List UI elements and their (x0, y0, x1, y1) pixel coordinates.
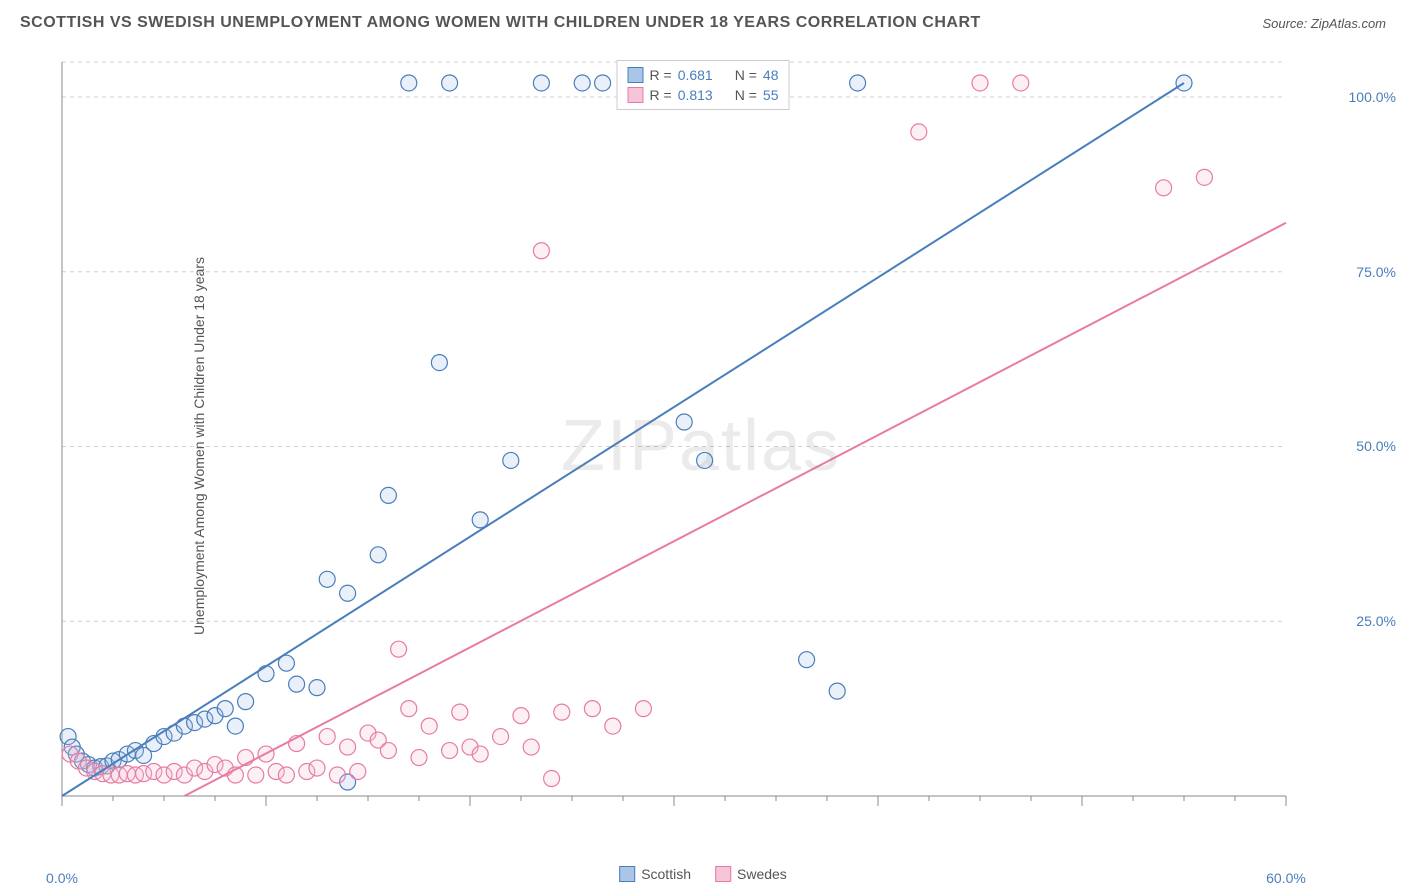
legend-n-value: 48 (763, 67, 779, 83)
chart-svg (56, 56, 1346, 836)
y-tick-label: 75.0% (1356, 264, 1396, 280)
x-tick-label: 60.0% (1266, 870, 1306, 886)
series-name: Swedes (737, 866, 787, 882)
series-name: Scottish (641, 866, 691, 882)
legend-row: R = 0.681 N = 48 (628, 65, 779, 85)
legend-row: R = 0.813 N = 55 (628, 85, 779, 105)
legend-swatch (628, 87, 644, 103)
legend-swatch (715, 866, 731, 882)
series-legend-item: Swedes (715, 866, 787, 882)
legend-r-value: 0.681 (678, 67, 713, 83)
correlation-legend: R = 0.681 N = 48 R = 0.813 N = 55 (617, 60, 790, 110)
legend-swatch (628, 67, 644, 83)
legend-r-label: R = (650, 87, 672, 103)
legend-swatch (619, 866, 635, 882)
chart-title: SCOTTISH VS SWEDISH UNEMPLOYMENT AMONG W… (20, 14, 981, 32)
source-attribution: Source: ZipAtlas.com (1262, 16, 1386, 31)
y-tick-label: 25.0% (1356, 613, 1396, 629)
legend-r-label: R = (650, 67, 672, 83)
series-legend: Scottish Swedes (619, 866, 787, 882)
legend-r-value: 0.813 (678, 87, 713, 103)
y-tick-label: 50.0% (1356, 438, 1396, 454)
chart-container: SCOTTISH VS SWEDISH UNEMPLOYMENT AMONG W… (0, 0, 1406, 892)
legend-n-label: N = (735, 67, 757, 83)
series-legend-item: Scottish (619, 866, 691, 882)
legend-n-value: 55 (763, 87, 779, 103)
x-tick-label: 0.0% (46, 870, 78, 886)
plot-area: ZIPatlas (56, 56, 1346, 836)
y-tick-label: 100.0% (1349, 89, 1396, 105)
legend-n-label: N = (735, 87, 757, 103)
